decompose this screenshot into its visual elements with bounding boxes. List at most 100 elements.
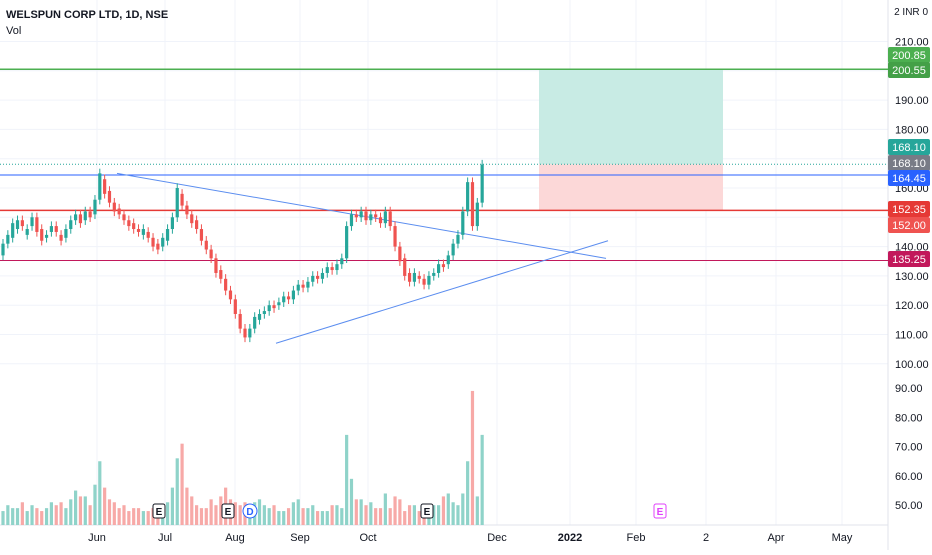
volume-bar	[93, 484, 97, 525]
candle-body	[311, 275, 315, 282]
candle-body	[78, 214, 83, 224]
candle-body	[403, 258, 407, 276]
event-marker-label: E	[156, 507, 163, 518]
price-badge	[888, 217, 930, 233]
candle-body	[219, 270, 223, 279]
volume-bar	[136, 508, 141, 525]
candle-body	[11, 223, 15, 238]
candle-body	[354, 214, 358, 218]
candle-body	[190, 214, 194, 224]
time-tick: May	[832, 532, 853, 544]
volume-bar	[64, 508, 68, 525]
candle-body	[136, 229, 141, 232]
volume-bars	[1, 390, 484, 525]
volume-bar	[88, 505, 92, 525]
candle-body	[349, 214, 354, 227]
volume-bar	[403, 511, 407, 525]
candle-body	[195, 220, 199, 230]
candle-body	[64, 229, 68, 238]
candle-body	[475, 202, 479, 227]
candle-body	[383, 211, 387, 224]
volume-bar	[432, 505, 436, 525]
volume-bar	[204, 508, 208, 525]
corner-value: 2	[894, 7, 900, 18]
volume-bar	[180, 443, 184, 525]
candle-body	[480, 164, 484, 203]
volume-bar	[146, 511, 150, 525]
candle-body	[103, 179, 107, 194]
time-tick: Jul	[158, 532, 172, 544]
volume-bar	[112, 502, 116, 525]
volume-bar	[340, 508, 344, 525]
volume-bar	[185, 487, 189, 525]
candle-body	[44, 234, 49, 238]
volume-bar	[165, 502, 170, 525]
volume-bar	[407, 505, 412, 525]
candle-body	[20, 220, 24, 227]
candle-body	[432, 272, 436, 276]
volume-bar	[103, 487, 107, 525]
volume-bar	[35, 508, 39, 525]
volume-bar	[456, 505, 460, 525]
candle-body	[286, 296, 291, 300]
horizontal-levels[interactable]	[0, 68, 888, 262]
candle-body	[146, 231, 150, 238]
candle-body	[330, 267, 334, 271]
volume-bar	[306, 508, 310, 525]
volume-bar	[480, 434, 484, 525]
candle-body	[378, 217, 383, 224]
time-axis[interactable]: Jun Jul Aug Sep Oct Dec 2022 Feb 2 Apr May	[88, 532, 853, 544]
candle-body	[316, 275, 320, 279]
volume-bar	[378, 508, 383, 525]
volume-bar	[369, 502, 373, 525]
candle-body	[88, 211, 92, 218]
candle-body	[422, 278, 426, 285]
price-axis[interactable]: 210.00200.00190.00180.00170.00160.00150.…	[895, 37, 929, 513]
trendlines[interactable]	[116, 172, 609, 344]
time-tick: Aug	[225, 532, 245, 544]
volume-bar	[359, 499, 363, 525]
candle-body	[127, 220, 131, 227]
candle-body	[470, 182, 475, 227]
price-badge	[888, 155, 930, 171]
candle-body	[59, 234, 63, 241]
candle-body	[364, 211, 368, 221]
earnings-marker	[221, 503, 235, 519]
candle-body	[267, 305, 271, 312]
zero-label: 0	[922, 7, 928, 18]
candle-body	[345, 226, 349, 259]
event-marker-label: D	[246, 507, 253, 518]
symbol-title[interactable]: WELSPUN CORP LTD, 1D, NSE	[6, 9, 169, 21]
price-badge-label: 200.55	[892, 65, 926, 77]
candle-body	[359, 211, 363, 218]
volume-bar	[417, 511, 421, 525]
candle-body	[320, 272, 325, 279]
volume-bar	[6, 505, 10, 525]
time-tick: Feb	[627, 532, 646, 544]
candle-body	[301, 284, 305, 288]
grid	[0, 0, 889, 550]
currency-label[interactable]: 2 INR 0	[894, 7, 928, 18]
time-tick: Dec	[487, 532, 507, 544]
candle-body	[340, 258, 344, 265]
volume-bar	[214, 505, 218, 525]
candle-body	[291, 290, 295, 300]
price-tick: 210.00	[895, 37, 929, 49]
price-tick: 130.00	[895, 271, 929, 283]
candle-body	[156, 243, 160, 250]
candle-body	[15, 220, 20, 230]
candle-body	[151, 237, 155, 247]
candle-body	[98, 173, 102, 200]
volume-bar	[466, 461, 470, 525]
volume-bar	[30, 505, 34, 525]
candle-body	[112, 202, 116, 212]
candle-body	[1, 243, 5, 256]
price-tick: 140.00	[895, 242, 929, 254]
volume-label[interactable]: Vol	[6, 25, 22, 37]
candle-body	[83, 211, 87, 221]
volume-bar	[388, 508, 392, 525]
volume-bar	[195, 505, 199, 525]
